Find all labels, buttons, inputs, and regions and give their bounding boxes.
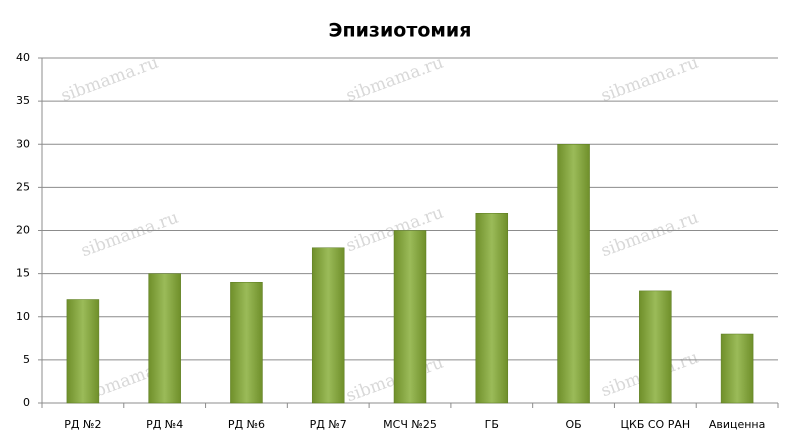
x-tick-label: РД №6 [228,418,265,431]
chart-title: Эпизиотомия [329,20,472,42]
y-tick-label: 0 [23,396,30,409]
bar [639,290,672,404]
bar [148,273,181,404]
x-tick-label: РД №4 [146,418,183,431]
y-tick-label: 40 [16,51,30,64]
bar [475,213,509,404]
y-tick-label: 25 [16,180,30,193]
bar [311,247,345,404]
bar [230,282,263,404]
x-tick-label: Авиценна [709,418,766,431]
y-tick-label: 5 [23,353,30,366]
x-tick-label: ЦКБ СО РАН [620,418,690,431]
bar [393,230,427,404]
bar [66,299,100,404]
watermark: sibmama.ru [598,53,701,107]
y-tick-label: 10 [16,310,30,323]
x-tick-label: РД №2 [64,418,101,431]
x-tick-label: РД №7 [310,418,347,431]
x-tick-label: ОБ [565,418,581,431]
bar [720,333,754,404]
watermark: sibmama.ru [598,208,701,262]
watermark: sibmama.ru [58,53,161,107]
x-tick-label: МСЧ №25 [383,418,437,431]
watermark: sibmama.ru [343,53,446,107]
y-tick-label: 15 [16,267,30,280]
y-tick-label: 35 [16,94,30,107]
watermark: sibmama.ru [78,208,181,262]
y-tick-label: 30 [16,137,30,150]
y-tick-label: 20 [16,224,30,237]
bar [557,144,590,404]
x-tick-label: ГБ [485,418,499,431]
